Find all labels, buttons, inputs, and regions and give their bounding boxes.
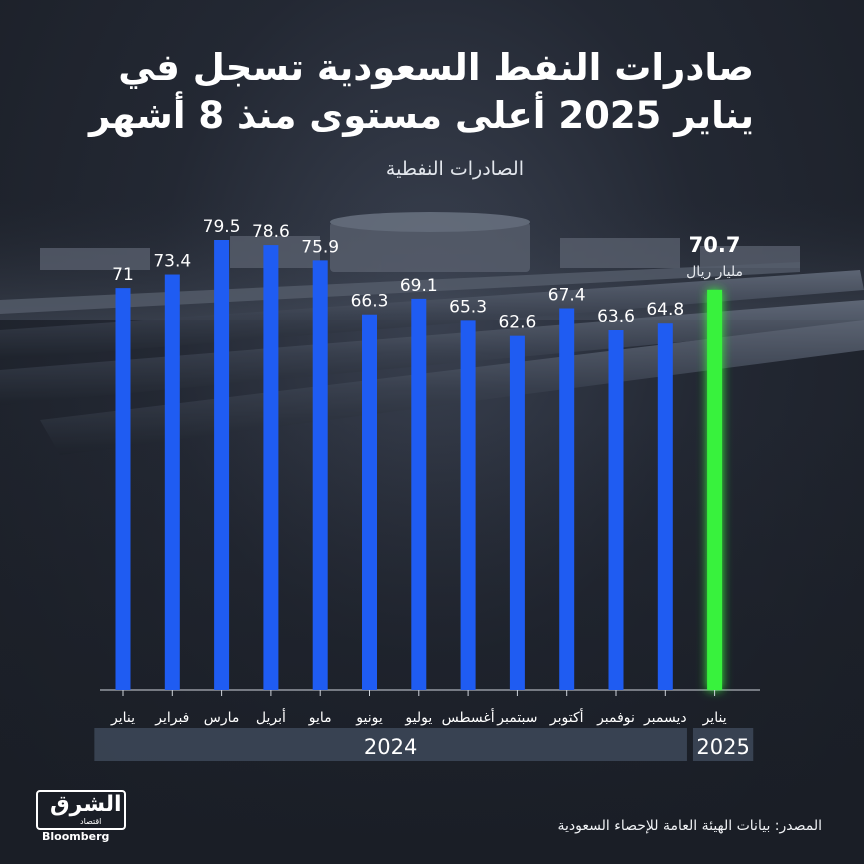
value-label-3: 78.6	[252, 222, 290, 242]
year-band-2025	[692, 728, 754, 761]
bar-1	[164, 274, 180, 690]
year-band-2024	[94, 728, 687, 761]
value-label-2: 79.5	[203, 217, 241, 237]
bar-0	[115, 288, 131, 690]
bar-6	[411, 298, 427, 690]
category-label-4: مايو	[308, 710, 332, 726]
value-label-10: 63.6	[597, 307, 635, 327]
category-label-12: يناير	[702, 710, 727, 726]
chart-subtitle: الصادرات النفطية	[385, 158, 524, 180]
value-label-12: 70.7	[689, 233, 741, 257]
logo-arabic-text: الشرق	[50, 792, 122, 817]
category-label-10: نوفمبر	[596, 710, 635, 726]
bar-8	[509, 335, 525, 690]
logo-frame	[36, 790, 126, 830]
bar-10	[608, 330, 624, 690]
value-label-8: 62.6	[498, 313, 536, 333]
value-label-6: 69.1	[400, 276, 438, 296]
asharq-bloomberg-logo: الشرق اقتصاد Bloomberg	[36, 790, 128, 846]
logo-english-text: Bloomberg	[42, 830, 110, 843]
year-label-2024: 2024	[364, 735, 417, 759]
value-label-11: 64.8	[646, 300, 684, 320]
year-label-2025: 2025	[696, 735, 749, 759]
bar-12	[707, 289, 723, 690]
title-line-1: صادرات النفط السعودية تسجل في	[118, 46, 754, 89]
bar-4	[312, 260, 328, 690]
value-label-1: 73.4	[153, 252, 191, 272]
chart-title: صادرات النفط السعودية تسجل في يناير 2025…	[60, 44, 754, 140]
value-label-9: 67.4	[548, 285, 586, 305]
value-label-7: 65.3	[449, 297, 487, 317]
category-label-9: أكتوبر	[549, 708, 584, 726]
unit-label: مليار ريال	[686, 264, 743, 280]
bar-3	[263, 245, 279, 690]
category-label-5: يونيو	[355, 710, 383, 726]
bar-2	[214, 240, 230, 690]
title-line-2: يناير 2025 أعلى مستوى منذ 8 أشهر	[88, 94, 754, 137]
value-label-0: 71	[112, 265, 134, 285]
category-label-3: أبريل	[256, 708, 286, 726]
logo-sub-text: اقتصاد	[80, 817, 102, 826]
category-label-6: يوليو	[404, 710, 432, 726]
category-label-7: أغسطس	[442, 708, 495, 726]
bar-11	[657, 323, 673, 690]
bar-9	[559, 308, 575, 690]
category-label-8: سبتمبر	[496, 710, 537, 726]
bar-7	[460, 320, 476, 690]
bar-5	[362, 314, 377, 690]
value-label-5: 66.3	[351, 292, 389, 312]
source-note: المصدر: بيانات الهيئة العامة للإحصاء الس…	[557, 818, 822, 834]
category-label-11: ديسمبر	[643, 710, 687, 726]
category-label-1: فبراير	[154, 710, 189, 726]
category-label-2: مارس	[204, 710, 240, 726]
value-label-4: 75.9	[301, 237, 339, 257]
category-label-0: يناير	[110, 710, 135, 726]
